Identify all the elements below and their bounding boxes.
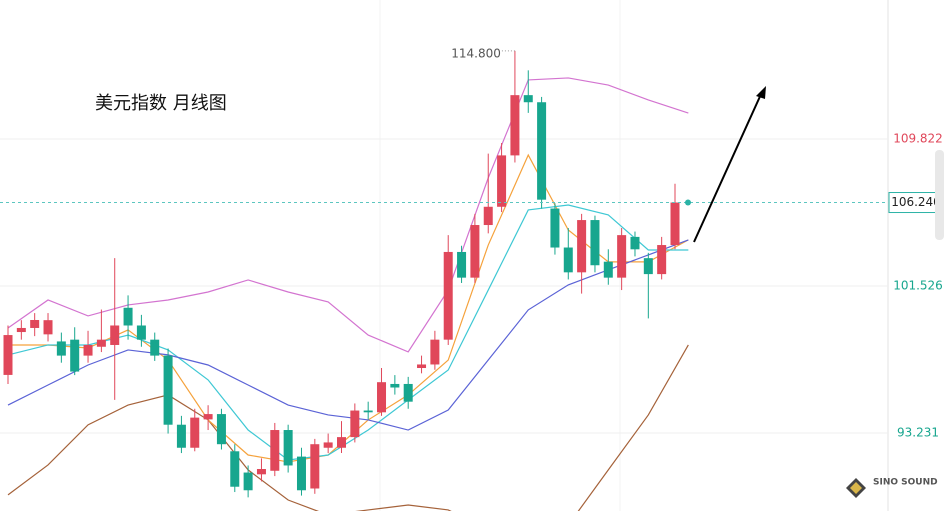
candle-body (230, 451, 240, 487)
candle-body (550, 208, 560, 248)
chart-title: 美元指数 月线图 (95, 93, 227, 114)
candle-body (30, 319, 40, 328)
candle-body (417, 364, 427, 369)
candle-body (363, 410, 373, 413)
candle-body (497, 155, 507, 207)
candle-body (256, 469, 266, 475)
candle-body (470, 225, 480, 278)
candle-body (563, 247, 573, 273)
labels: 93.231 101.526 109.822 106.240 114.800 (0, 46, 944, 440)
high-label: 114.800 (451, 46, 501, 60)
candle-body (110, 325, 120, 345)
candle-body (510, 95, 520, 156)
candle-body (283, 430, 293, 466)
candle-body (483, 206, 493, 226)
indicator-line (7, 204, 689, 461)
candle-body (377, 382, 387, 413)
candle-body (603, 261, 613, 278)
y-tick-label: 109.822 (893, 132, 943, 146)
candle-body (403, 383, 413, 402)
candle-body (617, 235, 627, 278)
last-price-label: 106.240 (891, 195, 941, 209)
candle-body (657, 245, 667, 275)
indicator-line (7, 77, 689, 353)
watermark-text: SINO SOUND (873, 478, 938, 488)
candle-body (577, 220, 587, 273)
candle-body (670, 202, 680, 246)
candle-body (176, 424, 186, 448)
candle-body (190, 417, 200, 448)
candle-body (216, 414, 226, 445)
candle-body (390, 383, 400, 388)
candle-body (323, 442, 333, 448)
indicator-line (7, 239, 689, 431)
arrow (693, 91, 763, 243)
watermark: SINO SOUND (846, 478, 938, 498)
indicator-lines (7, 77, 689, 511)
candle-body (56, 341, 66, 356)
candle-body (590, 220, 600, 266)
candle-body (163, 355, 173, 425)
candle-body (43, 320, 53, 335)
candle-body (296, 456, 306, 491)
candle-body (443, 251, 453, 340)
candle-body (83, 344, 93, 356)
candles (3, 50, 680, 498)
indicator-line (7, 344, 689, 511)
candle-body (430, 339, 440, 365)
arrow-head (756, 86, 766, 99)
candle-body (310, 444, 320, 489)
candle-body (136, 325, 146, 340)
candle-body (150, 339, 160, 356)
candle-body (96, 339, 106, 347)
indicator-line (8, 153, 689, 463)
candle-body (523, 95, 533, 103)
candle-body (457, 251, 467, 278)
candle-body (270, 430, 280, 471)
last-price-dot (685, 199, 691, 206)
candle-body (123, 307, 133, 326)
candle-body (203, 414, 213, 420)
candle-body (16, 327, 26, 333)
y-tick-label: 101.526 (893, 279, 943, 293)
candle-body (630, 236, 640, 250)
candle-body (3, 335, 13, 375)
candle-body (643, 258, 653, 275)
candle-body (337, 437, 346, 448)
candle-body (70, 339, 80, 372)
candle-body (537, 102, 547, 200)
candle-body (350, 410, 360, 438)
candle-body (243, 472, 253, 491)
y-tick-label: 93.231 (897, 426, 939, 440)
scroll-handle[interactable] (935, 150, 944, 240)
